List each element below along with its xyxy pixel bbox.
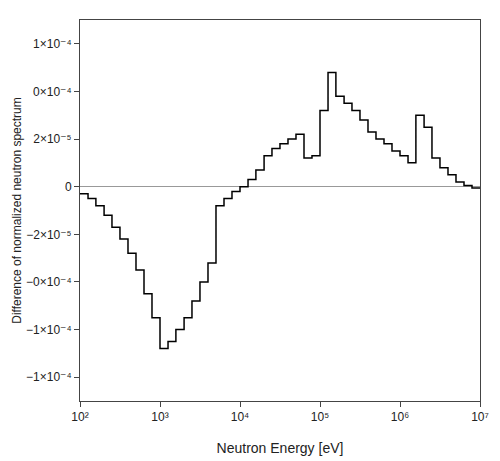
svg-text:0×10⁻⁴: 0×10⁻⁴ [33,85,72,99]
svg-text:0: 0 [65,180,72,194]
svg-text:10³: 10³ [151,410,168,424]
svg-text:−1×10⁻⁴: −1×10⁻⁴ [26,323,72,337]
svg-text:10⁷: 10⁷ [471,410,489,424]
svg-text:Difference of normalized neutr: Difference of normalized neutron spectru… [10,97,24,324]
svg-text:10⁵: 10⁵ [311,410,329,424]
svg-text:1×10⁻⁴: 1×10⁻⁴ [33,37,72,51]
svg-text:−2×10⁻⁵: −2×10⁻⁵ [26,228,71,242]
svg-text:2×10⁻⁵: 2×10⁻⁵ [33,132,71,146]
svg-text:10⁶: 10⁶ [391,410,409,424]
svg-text:Neutron Energy [eV]: Neutron Energy [eV] [217,440,344,456]
svg-text:10²: 10² [71,410,88,424]
svg-text:−0×10⁻⁴: −0×10⁻⁴ [26,275,72,289]
svg-text:−1×10⁻⁴: −1×10⁻⁴ [26,370,72,384]
svg-text:10⁴: 10⁴ [231,410,250,424]
